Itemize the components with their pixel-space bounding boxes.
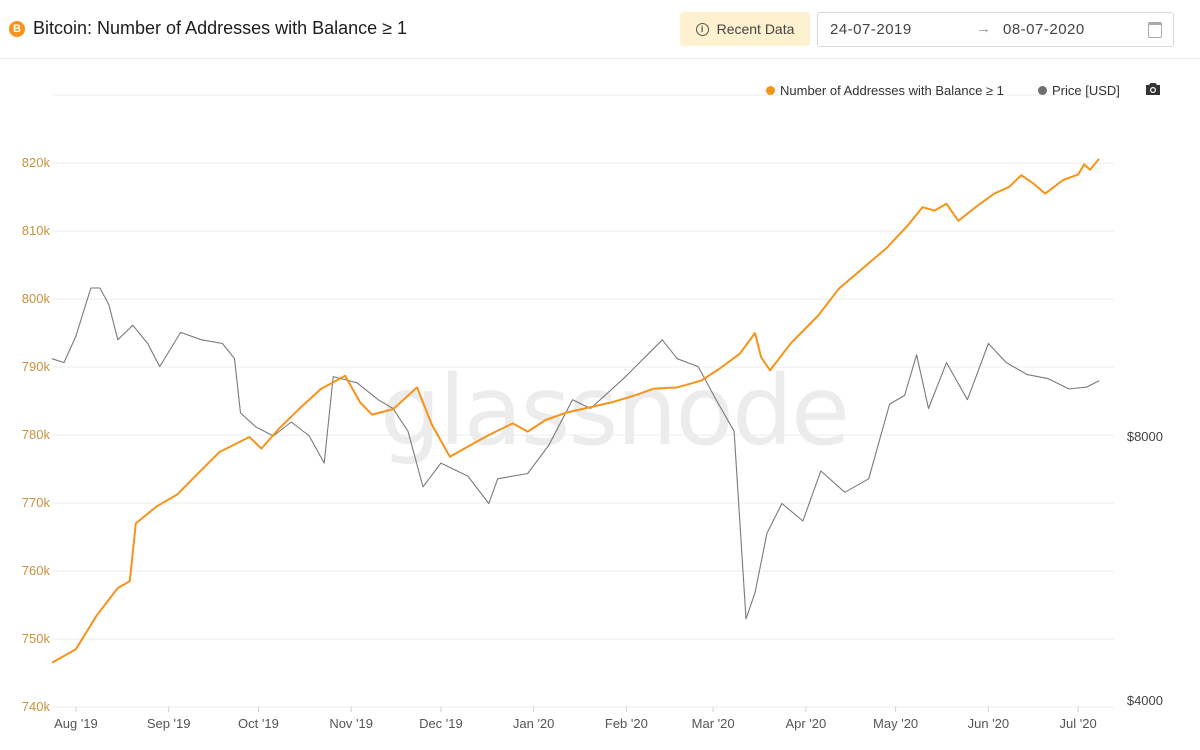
y-left-tick-label: 820k (22, 155, 51, 170)
price-series-line (51, 287, 1100, 620)
bitcoin-icon: B (9, 21, 25, 37)
calendar-icon[interactable] (1148, 22, 1162, 38)
y-left-tick-label: 810k (22, 223, 51, 238)
x-tick-label: Jul '20 (1060, 716, 1097, 731)
x-tick-label: Aug '19 (54, 716, 98, 731)
page-title: Bitcoin: Number of Addresses with Balanc… (33, 18, 408, 38)
y-left-tick-label: 780k (22, 427, 51, 442)
legend-item-addresses[interactable]: Number of Addresses with Balance ≥ 1 (766, 83, 1004, 98)
y-left-tick-label: 750k (22, 631, 51, 646)
recent-data-button[interactable]: i Recent Data (680, 12, 810, 46)
legend-label-addresses: Number of Addresses with Balance ≥ 1 (780, 83, 1004, 98)
y-left-tick-label: 740k (22, 699, 51, 714)
recent-data-label: Recent Data (716, 21, 795, 37)
x-tick-label: Feb '20 (605, 716, 648, 731)
y-left-tick-label: 800k (22, 291, 51, 306)
arrow-right-icon: → (976, 20, 991, 37)
chart-header: B Bitcoin: Number of Addresses with Bala… (0, 0, 1200, 59)
legend-dot-price (1038, 86, 1047, 95)
legend-dot-addresses (766, 86, 775, 95)
start-date-input[interactable]: 24-07-2019 (830, 21, 912, 38)
x-tick-label: May '20 (873, 716, 918, 731)
end-date-input[interactable]: 08-07-2020 (1003, 21, 1085, 38)
info-icon: i (695, 22, 709, 36)
chart-legend: Number of Addresses with Balance ≥ 1 Pri… (0, 83, 1200, 101)
x-tick-label: Jun '20 (968, 716, 1010, 731)
y-left-tick-label: 790k (22, 359, 51, 374)
date-range-picker[interactable]: 24-07-2019 → 08-07-2020 (817, 12, 1174, 47)
addresses-series-line (51, 158, 1100, 664)
y-right-tick-label: $4000 (1127, 693, 1163, 708)
x-tick-label: Apr '20 (785, 716, 826, 731)
y-left-tick-label: 770k (22, 495, 51, 510)
x-tick-label: Sep '19 (147, 716, 191, 731)
x-tick-label: Dec '19 (419, 716, 463, 731)
y-left-tick-label: 760k (22, 563, 51, 578)
x-tick-label: Jan '20 (513, 716, 555, 731)
camera-icon[interactable] (1145, 82, 1161, 96)
legend-label-price: Price [USD] (1052, 83, 1120, 98)
x-tick-label: Mar '20 (692, 716, 735, 731)
x-tick-label: Nov '19 (329, 716, 373, 731)
y-right-tick-label: $8000 (1127, 429, 1163, 444)
legend-item-price[interactable]: Price [USD] (1038, 83, 1120, 98)
x-tick-label: Oct '19 (238, 716, 279, 731)
